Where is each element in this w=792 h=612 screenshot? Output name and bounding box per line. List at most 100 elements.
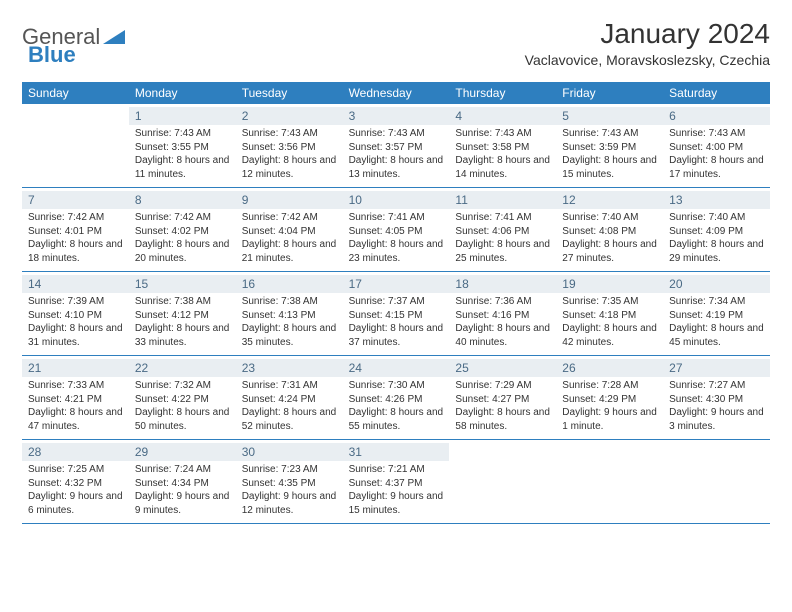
- cell-details: Sunrise: 7:34 AMSunset: 4:19 PMDaylight:…: [669, 295, 764, 349]
- header: General January 2024 Vaclavovice, Moravs…: [22, 18, 770, 72]
- daylight-text: Daylight: 8 hours and 52 minutes.: [242, 406, 337, 433]
- daylight-text: Daylight: 8 hours and 12 minutes.: [242, 154, 337, 181]
- cell-details: Sunrise: 7:42 AMSunset: 4:01 PMDaylight:…: [28, 211, 123, 265]
- sunset-text: Sunset: 3:58 PM: [455, 141, 550, 155]
- sunset-text: Sunset: 4:32 PM: [28, 477, 123, 491]
- sunset-text: Sunset: 4:10 PM: [28, 309, 123, 323]
- daylight-text: Daylight: 8 hours and 17 minutes.: [669, 154, 764, 181]
- daylight-text: Daylight: 8 hours and 18 minutes.: [28, 238, 123, 265]
- day-header-fri: Friday: [556, 82, 663, 104]
- sunrise-text: Sunrise: 7:43 AM: [669, 127, 764, 141]
- logo-text-blue: Blue: [28, 42, 76, 67]
- cell-details: Sunrise: 7:23 AMSunset: 4:35 PMDaylight:…: [242, 463, 337, 517]
- daylight-text: Daylight: 8 hours and 50 minutes.: [135, 406, 230, 433]
- calendar-cell: [556, 440, 663, 523]
- daylight-text: Daylight: 8 hours and 13 minutes.: [349, 154, 444, 181]
- sunrise-text: Sunrise: 7:42 AM: [242, 211, 337, 225]
- cell-details: Sunrise: 7:42 AMSunset: 4:04 PMDaylight:…: [242, 211, 337, 265]
- sunset-text: Sunset: 4:26 PM: [349, 393, 444, 407]
- daylight-text: Daylight: 8 hours and 11 minutes.: [135, 154, 230, 181]
- day-number: 29: [129, 443, 236, 461]
- day-number: 18: [449, 275, 556, 293]
- day-number: 27: [663, 359, 770, 377]
- daylight-text: Daylight: 9 hours and 12 minutes.: [242, 490, 337, 517]
- day-number: 13: [663, 191, 770, 209]
- day-number: 8: [129, 191, 236, 209]
- sunrise-text: Sunrise: 7:35 AM: [562, 295, 657, 309]
- sunset-text: Sunset: 4:29 PM: [562, 393, 657, 407]
- cell-details: Sunrise: 7:41 AMSunset: 4:06 PMDaylight:…: [455, 211, 550, 265]
- daylight-text: Daylight: 8 hours and 47 minutes.: [28, 406, 123, 433]
- sunset-text: Sunset: 4:16 PM: [455, 309, 550, 323]
- day-number: 26: [556, 359, 663, 377]
- sunset-text: Sunset: 3:55 PM: [135, 141, 230, 155]
- calendar-cell: 31Sunrise: 7:21 AMSunset: 4:37 PMDayligh…: [343, 440, 450, 523]
- sunrise-text: Sunrise: 7:30 AM: [349, 379, 444, 393]
- day-number: 3: [343, 107, 450, 125]
- daylight-text: Daylight: 8 hours and 31 minutes.: [28, 322, 123, 349]
- title-block: January 2024 Vaclavovice, Moravskoslezsk…: [525, 18, 770, 72]
- daylight-text: Daylight: 8 hours and 40 minutes.: [455, 322, 550, 349]
- sunrise-text: Sunrise: 7:42 AM: [28, 211, 123, 225]
- week-row: 28Sunrise: 7:25 AMSunset: 4:32 PMDayligh…: [22, 440, 770, 524]
- day-number: 15: [129, 275, 236, 293]
- sunrise-text: Sunrise: 7:36 AM: [455, 295, 550, 309]
- week-row: 7Sunrise: 7:42 AMSunset: 4:01 PMDaylight…: [22, 188, 770, 272]
- sunset-text: Sunset: 4:35 PM: [242, 477, 337, 491]
- calendar-cell: 16Sunrise: 7:38 AMSunset: 4:13 PMDayligh…: [236, 272, 343, 355]
- day-header-thu: Thursday: [449, 82, 556, 104]
- sunrise-text: Sunrise: 7:28 AM: [562, 379, 657, 393]
- calendar-cell: 23Sunrise: 7:31 AMSunset: 4:24 PMDayligh…: [236, 356, 343, 439]
- calendar-cell: 8 Sunrise: 7:42 AMSunset: 4:02 PMDaylight…: [129, 188, 236, 271]
- cell-details: Sunrise: 7:43 AMSunset: 4:00 PMDaylight:…: [669, 127, 764, 181]
- cell-details: Sunrise: 7:21 AMSunset: 4:37 PMDaylight:…: [349, 463, 444, 517]
- cell-details: Sunrise: 7:31 AMSunset: 4:24 PMDaylight:…: [242, 379, 337, 433]
- sunset-text: Sunset: 4:09 PM: [669, 225, 764, 239]
- daylight-text: Daylight: 8 hours and 27 minutes.: [562, 238, 657, 265]
- day-number: 14: [22, 275, 129, 293]
- calendar-cell: [449, 440, 556, 523]
- sunrise-text: Sunrise: 7:25 AM: [28, 463, 123, 477]
- sunrise-text: Sunrise: 7:43 AM: [135, 127, 230, 141]
- calendar-cell: 18 Sunrise: 7:36 AMSunset: 4:16 PMDayligh…: [449, 272, 556, 355]
- daylight-text: Daylight: 9 hours and 1 minute.: [562, 406, 657, 433]
- daylight-text: Daylight: 8 hours and 15 minutes.: [562, 154, 657, 181]
- sunset-text: Sunset: 3:57 PM: [349, 141, 444, 155]
- daylight-text: Daylight: 8 hours and 14 minutes.: [455, 154, 550, 181]
- sunrise-text: Sunrise: 7:21 AM: [349, 463, 444, 477]
- calendar-cell: 9Sunrise: 7:42 AMSunset: 4:04 PMDaylight…: [236, 188, 343, 271]
- calendar-cell: [22, 104, 129, 187]
- day-number: 16: [236, 275, 343, 293]
- weeks-container: 1Sunrise: 7:43 AMSunset: 3:55 PMDaylight…: [22, 104, 770, 524]
- sunrise-text: Sunrise: 7:40 AM: [562, 211, 657, 225]
- day-number: 11: [449, 191, 556, 209]
- calendar-cell: 22Sunrise: 7:32 AMSunset: 4:22 PMDayligh…: [129, 356, 236, 439]
- day-number: [663, 443, 770, 461]
- sunset-text: Sunset: 4:15 PM: [349, 309, 444, 323]
- sunset-text: Sunset: 4:22 PM: [135, 393, 230, 407]
- calendar-cell: 19Sunrise: 7:35 AMSunset: 4:18 PMDayligh…: [556, 272, 663, 355]
- sunset-text: Sunset: 4:13 PM: [242, 309, 337, 323]
- sunrise-text: Sunrise: 7:32 AM: [135, 379, 230, 393]
- day-header-sat: Saturday: [663, 82, 770, 104]
- calendar-cell: 25Sunrise: 7:29 AMSunset: 4:27 PMDayligh…: [449, 356, 556, 439]
- calendar-cell: 28Sunrise: 7:25 AMSunset: 4:32 PMDayligh…: [22, 440, 129, 523]
- calendar-cell: 5Sunrise: 7:43 AMSunset: 3:59 PMDaylight…: [556, 104, 663, 187]
- cell-details: Sunrise: 7:37 AMSunset: 4:15 PMDaylight:…: [349, 295, 444, 349]
- day-number: 4: [449, 107, 556, 125]
- calendar-cell: 26 Sunrise: 7:28 AMSunset: 4:29 PMDayligh…: [556, 356, 663, 439]
- daylight-text: Daylight: 9 hours and 9 minutes.: [135, 490, 230, 517]
- cell-details: Sunrise: 7:43 AMSunset: 3:59 PMDaylight:…: [562, 127, 657, 181]
- cell-details: Sunrise: 7:42 AMSunset: 4:02 PMDaylight:…: [135, 211, 230, 265]
- sunrise-text: Sunrise: 7:40 AM: [669, 211, 764, 225]
- calendar-cell: 10Sunrise: 7:41 AMSunset: 4:05 PMDayligh…: [343, 188, 450, 271]
- sunrise-text: Sunrise: 7:43 AM: [562, 127, 657, 141]
- sunrise-text: Sunrise: 7:33 AM: [28, 379, 123, 393]
- daylight-text: Daylight: 8 hours and 58 minutes.: [455, 406, 550, 433]
- cell-details: Sunrise: 7:40 AMSunset: 4:09 PMDaylight:…: [669, 211, 764, 265]
- sunset-text: Sunset: 4:27 PM: [455, 393, 550, 407]
- sunset-text: Sunset: 4:02 PM: [135, 225, 230, 239]
- calendar-cell: 11 Sunrise: 7:41 AMSunset: 4:06 PMDayligh…: [449, 188, 556, 271]
- sunrise-text: Sunrise: 7:43 AM: [349, 127, 444, 141]
- cell-details: Sunrise: 7:29 AMSunset: 4:27 PMDaylight:…: [455, 379, 550, 433]
